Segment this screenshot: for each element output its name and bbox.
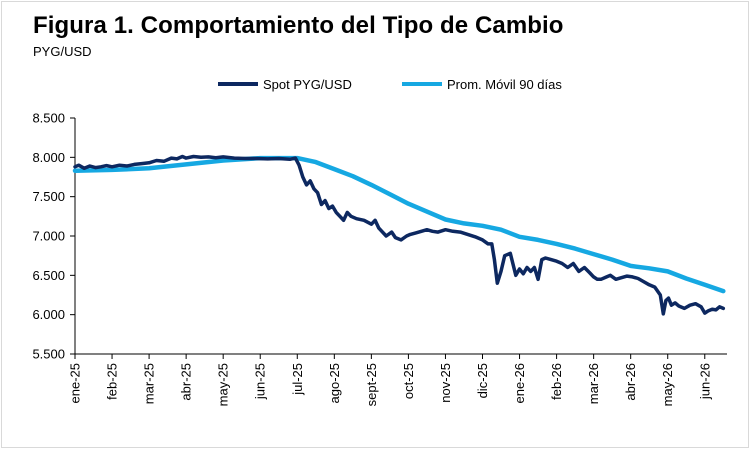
y-tick-label: 8.500 (32, 111, 65, 126)
series-line-spot (73, 154, 726, 316)
series-line-moving-average (72, 155, 726, 294)
x-tick-label: may-25 (216, 363, 231, 406)
x-tick-label: mar-26 (586, 363, 601, 404)
y-tick-label: 5.500 (32, 347, 65, 362)
legend-label-avg: Prom. Móvil 90 días (447, 77, 562, 92)
x-tick-label: jul-25 (290, 363, 305, 396)
legend: Spot PYG/USD Prom. Móvil 90 días (218, 77, 562, 92)
y-tick-label: 7.000 (32, 229, 65, 244)
x-tick-label: jun-26 (697, 363, 712, 400)
axes: 5.500 6.000 6.500 7.000 7.500 8.000 8.500 ene-2… (32, 111, 727, 406)
x-tick-label: ene-25 (68, 363, 83, 403)
x-tick-label: oct-25 (401, 363, 416, 399)
x-tick-label: jun-25 (253, 363, 268, 400)
x-tick-label: may-26 (660, 363, 675, 406)
x-tick-label: feb-26 (549, 363, 564, 400)
x-tick-label: ene-26 (512, 363, 527, 403)
legend-label-spot: Spot PYG/USD (263, 77, 352, 92)
chart-title: Figura 1. Comportamiento del Tipo de Cam… (33, 12, 564, 39)
x-tick-label: mar-25 (142, 363, 157, 404)
x-tick-label: feb-25 (105, 363, 120, 400)
x-tick-label: ago-25 (327, 363, 342, 403)
y-tick-label: 8.000 (32, 150, 65, 165)
x-tick-label: nov-25 (438, 363, 453, 403)
y-tick-label: 6.500 (32, 268, 65, 283)
x-tick-label: abr-25 (179, 363, 194, 401)
chart-subtitle: PYG/USD (33, 44, 92, 59)
x-tick-label: dic-25 (475, 363, 490, 398)
x-tick-label: abr-26 (623, 363, 638, 401)
y-tick-label: 7.500 (32, 189, 65, 204)
x-tick-label: sept-25 (364, 363, 379, 406)
y-tick-label: 6.000 (32, 307, 65, 322)
series-lines (72, 154, 726, 316)
